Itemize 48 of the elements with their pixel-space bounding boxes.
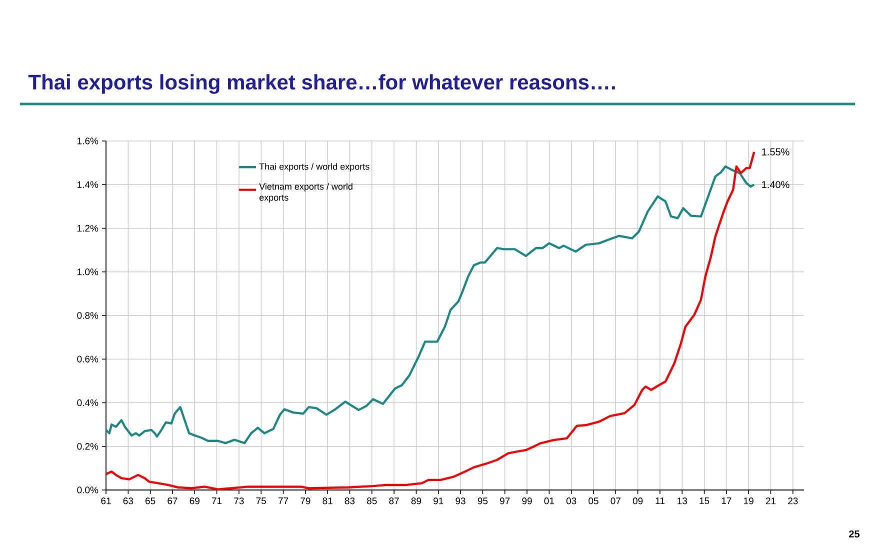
y-tick-label: 0.2% [77,443,98,450]
x-tick-label: 03 [566,498,576,504]
line-series [104,165,756,444]
annotation: 1.40% [762,181,790,188]
x-tick-label: 93 [456,498,466,504]
x-tick-label: 15 [700,498,710,504]
x-tick-label: 69 [190,498,200,504]
x-tick-label: 23 [788,498,798,504]
x-tick-label: 13 [678,498,687,504]
y-tick-label: 1.4% [78,181,98,188]
x-tick-label: 79 [300,498,310,504]
x-tick-label: 61 [101,498,111,504]
x-tick-label: 89 [411,498,422,504]
x-tick-label: 67 [168,498,178,504]
legend-label: Vietnam exports / world exports [259,183,352,202]
y-tick-label: 0.6% [77,356,98,362]
chart-title: Thai exports losing market share…for whatever reasons…. [28,74,615,94]
annotation: 1.55% [762,148,790,156]
x-tick-label: 11 [656,498,664,504]
y-tick-label: 1.2% [78,224,98,232]
x-tick-label: 75 [256,498,266,504]
x-tick-label: 07 [610,498,620,504]
y-tick-label: 1.0% [78,268,98,276]
x-tick-label: 71 [212,498,222,504]
y-tick-label: 0.4% [77,399,98,406]
x-tick-label: 87 [389,498,399,504]
x-tick-label: 97 [500,498,510,504]
legend-label: Thai exports / world exports [259,163,370,172]
x-tick-label: 83 [344,498,355,504]
x-tick-label: 63 [123,498,134,504]
x-tick-label: 95 [478,498,488,504]
x-tick-label: 05 [588,498,598,504]
x-tick-label: 09 [632,498,643,504]
x-tick-label: 19 [744,498,754,504]
x-tick-label: 01 [544,498,554,504]
x-tick-label: 73 [234,498,244,504]
x-tick-label: 91 [434,498,444,504]
y-tick-label: 1.6% [78,138,98,144]
y-tick-label: 0.8% [77,312,98,319]
x-tick-label: 85 [367,498,377,504]
x-tick-label: 81 [322,498,332,504]
x-tick-label: 65 [146,498,156,504]
x-tick-label: 99 [522,498,532,504]
text: 25 [849,530,860,538]
x-tick-label: 17 [722,498,732,504]
x-tick-label: 21 [766,498,776,504]
y-tick-label: 0.0% [77,486,98,494]
x-tick-label: 77 [278,498,288,504]
